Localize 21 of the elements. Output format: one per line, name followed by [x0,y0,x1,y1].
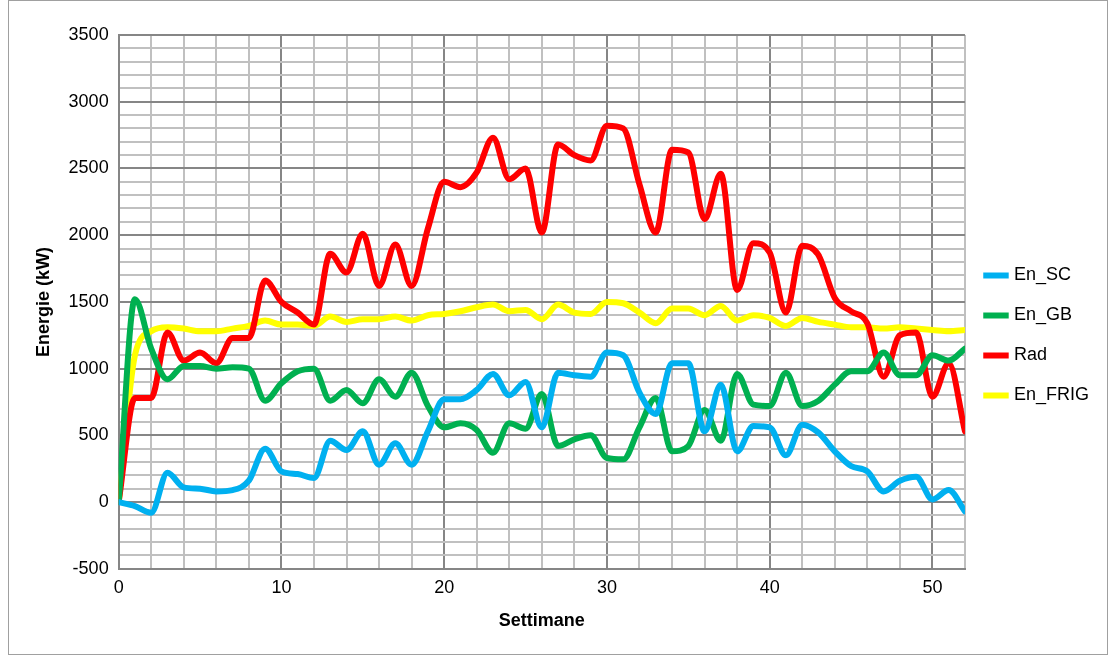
x-tick-label: 40 [759,576,780,597]
y-tick-label: 0 [98,491,109,512]
y-tick-label: 2000 [68,224,109,245]
legend-label: En_GB [1013,304,1073,326]
y-tick-label: -500 [72,557,109,578]
y-tick-label: 500 [78,424,109,445]
y-tick-label: 3000 [68,90,109,111]
y-tick-label: 1500 [68,290,109,311]
y-tick-label: 1000 [68,357,109,378]
x-axis-title: Settimane [498,610,585,631]
legend-label: En_FRIG [1013,384,1090,406]
x-tick-label: 0 [113,576,124,597]
legend-label: Rad [1013,344,1048,365]
y-tick-label: 3500 [68,23,109,44]
x-tick-label: 10 [271,576,292,597]
legend-label: En_SC [1013,264,1072,286]
y-axis-title: Energie (kW) [32,246,53,357]
x-tick-label: 30 [596,576,617,597]
y-tick-label: 2500 [68,157,109,178]
x-tick-label: 50 [922,576,943,597]
x-tick-label: 20 [434,576,455,597]
